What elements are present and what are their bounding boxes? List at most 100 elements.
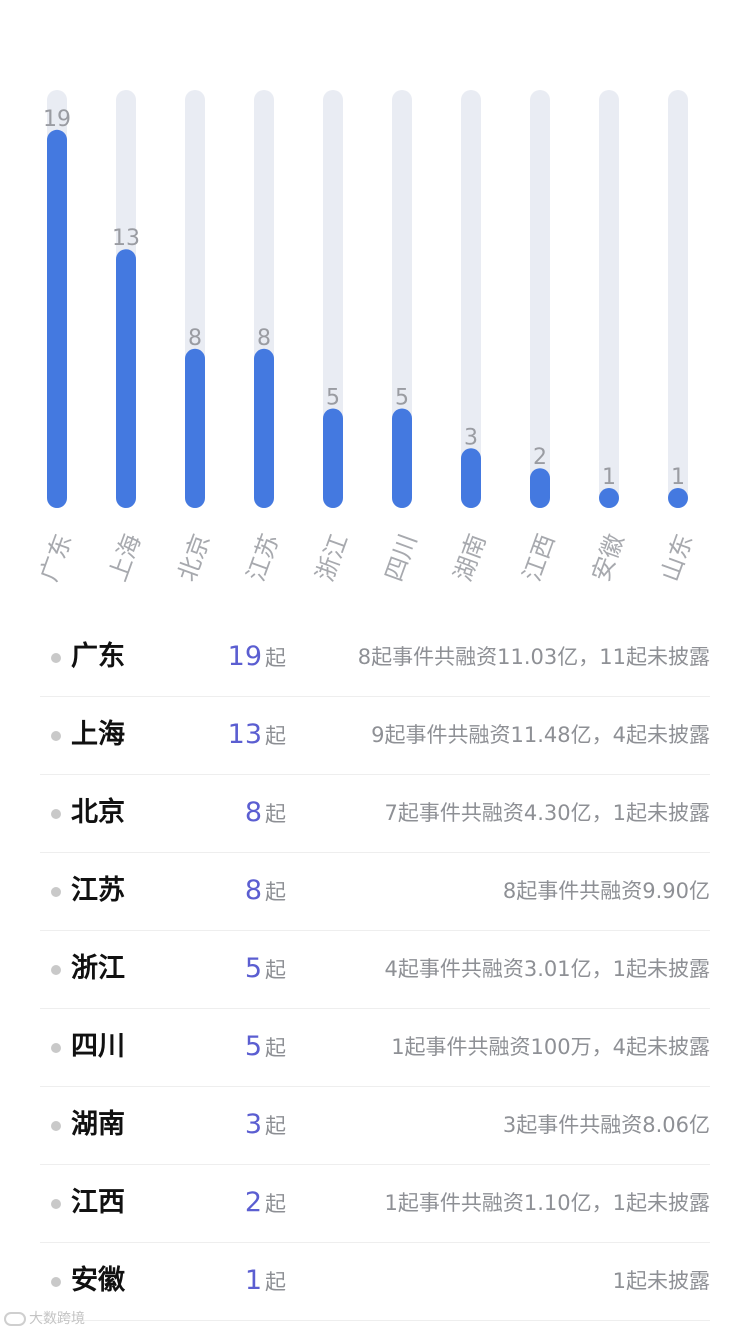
bar bbox=[599, 488, 619, 508]
bullet-dot-icon bbox=[51, 731, 61, 741]
bar-value-label: 5 bbox=[395, 385, 409, 410]
bullet-dot-icon bbox=[51, 887, 61, 897]
bar-track bbox=[392, 90, 412, 508]
list-item: 北京 8 起 7起事件共融资4.30亿，1起未披露 bbox=[40, 775, 710, 853]
bar bbox=[185, 348, 205, 508]
event-count-number: 3 bbox=[244, 1109, 262, 1140]
bar bbox=[530, 468, 550, 508]
bars bbox=[47, 129, 688, 509]
event-count-number: 19 bbox=[227, 641, 262, 672]
funding-summary: 7起事件共融资4.30亿，1起未披露 bbox=[384, 801, 710, 825]
event-count-number: 13 bbox=[227, 719, 262, 750]
funding-summary: 1起事件共融资100万，4起未披露 bbox=[391, 1035, 710, 1059]
event-count-number: 5 bbox=[244, 953, 262, 984]
event-count-number: 5 bbox=[244, 1031, 262, 1062]
category-label: 江西 bbox=[518, 530, 561, 585]
bullet-dot-icon bbox=[51, 1199, 61, 1209]
province-name: 浙江 bbox=[71, 953, 125, 984]
list-item: 四川 5 起 1起事件共融资100万，4起未披露 bbox=[40, 1009, 710, 1087]
bar-value-label: 19 bbox=[43, 107, 71, 132]
bar-track bbox=[530, 90, 550, 508]
bar-value-label: 8 bbox=[188, 326, 202, 351]
bar-chart: 19 13 8 8 5 5 3 2 1 1 广东 上海 北京 江苏 浙江 四川 湖南 江西 安徽 山东 bbox=[35, 90, 699, 585]
bullet-dot-icon bbox=[51, 1277, 61, 1287]
watermark: 大数跨境 bbox=[4, 1306, 85, 1332]
bullet-dot-icon bbox=[51, 965, 61, 975]
bar-value-label: 3 bbox=[464, 425, 478, 450]
funding-summary: 3起事件共融资8.06亿 bbox=[502, 1113, 710, 1137]
category-label: 广东 bbox=[35, 530, 78, 585]
list-item: 江西 2 起 1起事件共融资1.10亿，1起未披露 bbox=[40, 1165, 710, 1243]
list-item: 浙江 5 起 4起事件共融资3.01亿，1起未披露 bbox=[40, 931, 710, 1009]
list-item: 上海 13 起 9起事件共融资11.48亿，4起未披露 bbox=[40, 697, 710, 775]
bar-value-label: 8 bbox=[257, 326, 271, 351]
list-item: 广东 19 起 8起事件共融资11.03亿，11起未披露 bbox=[40, 619, 710, 697]
bar-track bbox=[461, 90, 481, 508]
bullet-dot-icon bbox=[51, 653, 61, 663]
bullet-dot-icon bbox=[51, 1121, 61, 1131]
province-name: 安徽 bbox=[71, 1265, 125, 1296]
bar-track bbox=[668, 90, 688, 508]
funding-summary: 8起事件共融资9.90亿 bbox=[502, 879, 710, 903]
funding-summary: 8起事件共融资11.03亿，11起未披露 bbox=[357, 645, 710, 669]
event-count-number: 8 bbox=[244, 875, 262, 906]
category-labels: 广东 上海 北京 江苏 浙江 四川 湖南 江西 安徽 山东 bbox=[35, 530, 699, 585]
value-labels: 19 13 8 8 5 5 3 2 1 1 bbox=[43, 107, 685, 490]
event-count-unit: 起 bbox=[265, 802, 286, 826]
category-label: 江苏 bbox=[242, 530, 285, 585]
loop-logo-icon bbox=[4, 1312, 26, 1326]
province-list: 广东 19 起 8起事件共融资11.03亿，11起未披露 上海 13 起 9起事件共融资11.… bbox=[40, 619, 710, 1321]
event-count-number: 1 bbox=[244, 1265, 262, 1296]
bullet-dot-icon bbox=[51, 1043, 61, 1053]
province-name: 广东 bbox=[71, 641, 125, 672]
funding-summary: 4起事件共融资3.01亿，1起未披露 bbox=[384, 957, 710, 981]
bar bbox=[116, 249, 136, 508]
event-count-unit: 起 bbox=[265, 724, 286, 748]
bar-track bbox=[323, 90, 343, 508]
funding-summary: 1起事件共融资1.10亿，1起未披露 bbox=[384, 1191, 710, 1215]
category-label: 安徽 bbox=[587, 530, 630, 585]
bar-tracks bbox=[47, 90, 688, 508]
event-count-unit: 起 bbox=[265, 958, 286, 982]
event-count-unit: 起 bbox=[265, 1114, 286, 1138]
bar-value-label: 1 bbox=[602, 465, 616, 490]
province-name: 江西 bbox=[71, 1187, 125, 1218]
event-count-number: 2 bbox=[244, 1187, 262, 1218]
category-label: 上海 bbox=[104, 530, 147, 585]
event-count-unit: 起 bbox=[265, 880, 286, 904]
bar bbox=[392, 408, 412, 508]
bar-value-label: 13 bbox=[112, 226, 140, 251]
province-name: 四川 bbox=[71, 1031, 125, 1062]
event-count-unit: 起 bbox=[265, 1192, 286, 1216]
category-label: 山东 bbox=[656, 530, 699, 585]
bar-value-label: 2 bbox=[533, 445, 547, 470]
list-item: 江苏 8 起 8起事件共融资9.90亿 bbox=[40, 853, 710, 931]
list-item: 湖南 3 起 3起事件共融资8.06亿 bbox=[40, 1087, 710, 1165]
bar-value-label: 5 bbox=[326, 385, 340, 410]
bar-value-label: 1 bbox=[671, 465, 685, 490]
event-count: 13 起 bbox=[228, 717, 286, 756]
watermark-text: 大数跨境 bbox=[29, 1311, 85, 1327]
event-count-unit: 起 bbox=[265, 1036, 286, 1060]
bar bbox=[47, 129, 67, 509]
funding-summary: 1起未披露 bbox=[612, 1269, 710, 1293]
category-label: 湖南 bbox=[449, 530, 492, 585]
category-label: 浙江 bbox=[311, 530, 354, 585]
event-count-unit: 起 bbox=[265, 1270, 286, 1294]
bar bbox=[254, 348, 274, 508]
province-name: 上海 bbox=[71, 719, 125, 750]
event-count: 19 起 bbox=[228, 639, 286, 678]
bar bbox=[323, 408, 343, 508]
list-item: 安徽 1 起 1起未披露 bbox=[40, 1243, 710, 1321]
event-count-number: 8 bbox=[244, 797, 262, 828]
province-name: 江苏 bbox=[71, 875, 125, 906]
bar-track bbox=[599, 90, 619, 508]
event-count-unit: 起 bbox=[265, 646, 286, 670]
category-label: 北京 bbox=[173, 530, 216, 585]
